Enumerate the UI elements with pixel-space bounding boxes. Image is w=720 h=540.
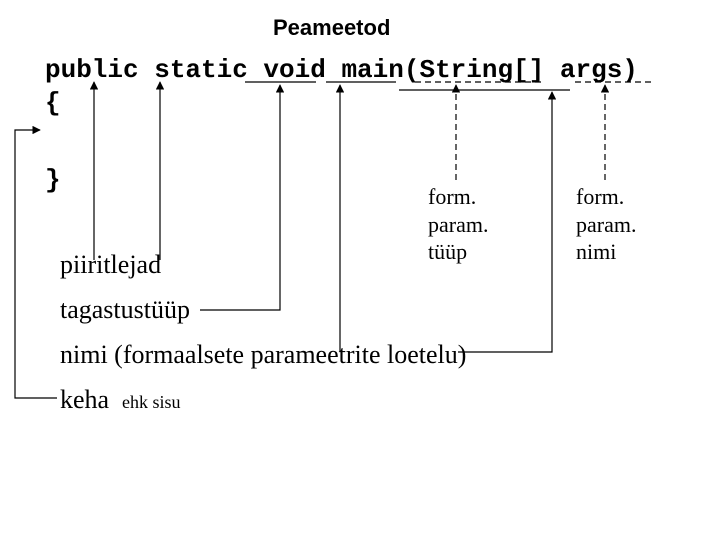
param-name-l1: form.: [576, 184, 624, 209]
label-keha-sub: ehk sisu: [122, 392, 181, 413]
param-name-l3: nimi: [576, 239, 616, 264]
param-type-l2: param.: [428, 212, 488, 237]
label-keha: keha: [60, 385, 109, 415]
param-type-l1: form.: [428, 184, 476, 209]
code-brace-open: {: [45, 88, 61, 118]
label-param-name: form. param. nimi: [576, 183, 636, 266]
code-brace-close: }: [45, 165, 61, 195]
label-tagastustuup: tagastustüüp: [60, 295, 190, 325]
diagram-title: Peameetod: [273, 15, 390, 41]
label-piiritlejad: piiritlejad: [60, 250, 161, 280]
param-name-l2: param.: [576, 212, 636, 237]
code-signature: public static void main(String[] args): [45, 55, 638, 85]
label-nimi: nimi (formaalsete parameetrite loetelu): [60, 340, 466, 370]
param-type-l3: tüüp: [428, 239, 467, 264]
label-param-type: form. param. tüüp: [428, 183, 488, 266]
